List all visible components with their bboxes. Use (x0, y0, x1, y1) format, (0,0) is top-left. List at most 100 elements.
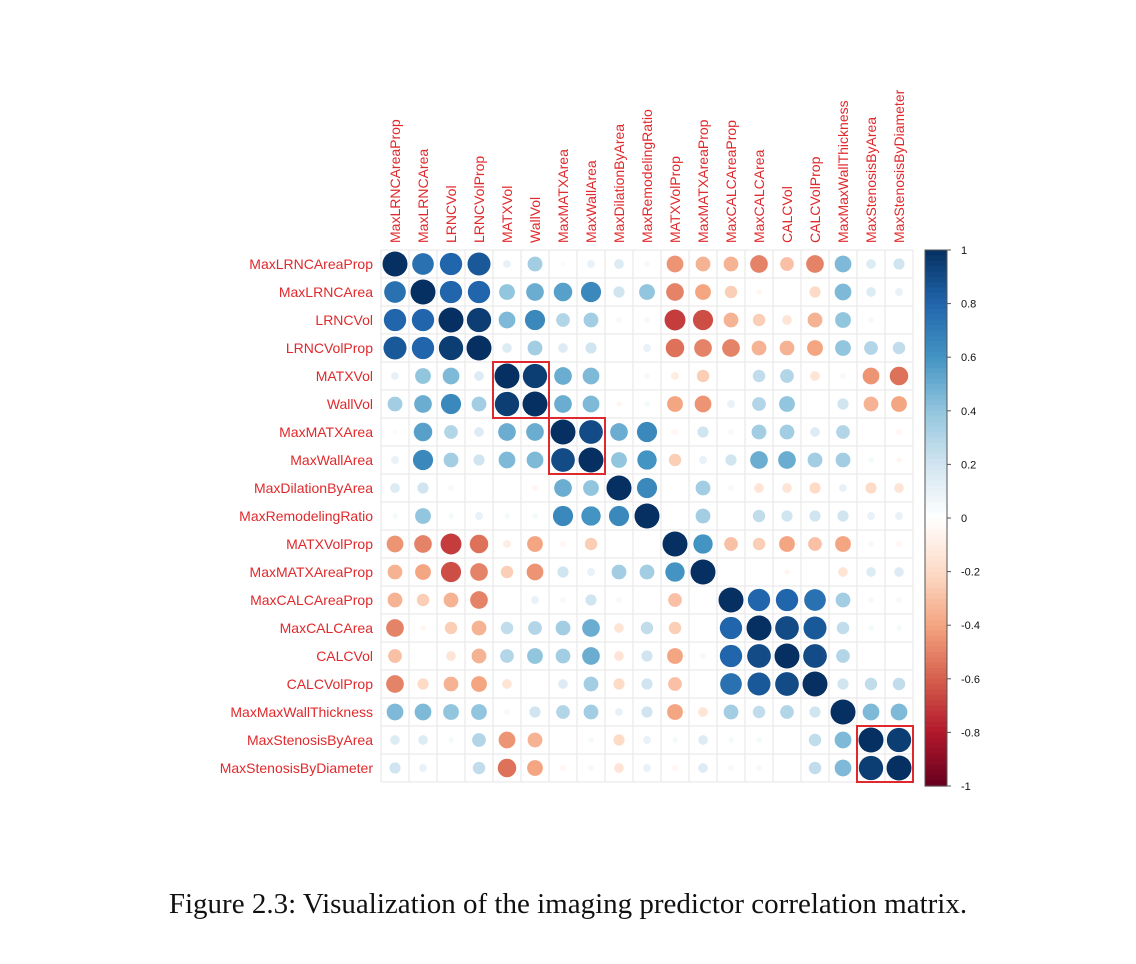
row-label: MaxMaxWallThickness (230, 704, 373, 720)
correlation-circle (448, 485, 454, 491)
correlation-circle (497, 758, 517, 778)
colorbar-segment (925, 775, 947, 782)
column-label: MATXVol (499, 186, 515, 243)
column-label: MaxWallArea (583, 160, 599, 243)
correlation-circle (728, 485, 734, 491)
correlation-circle (611, 452, 627, 468)
colorbar-tick-label: -1 (961, 781, 971, 793)
correlation-circle (727, 400, 735, 408)
correlation-circle (504, 513, 510, 519)
correlation-circle (587, 260, 595, 268)
correlation-circle (502, 343, 512, 353)
column-label: LRNCVol (443, 185, 459, 243)
correlation-circle (614, 763, 624, 773)
colorbar-segment (925, 518, 947, 524)
correlation-circle (413, 422, 433, 442)
colorbar-segment (925, 571, 947, 578)
highlight-box (492, 361, 550, 419)
colorbar-segment (925, 748, 947, 755)
correlation-circle (862, 367, 880, 385)
correlation-circle (889, 366, 909, 386)
row-label: MaxCALCAreaProp (250, 592, 373, 608)
colorbar-segment (925, 335, 947, 342)
colorbar-tick-label: -0.2 (961, 567, 980, 579)
colorbar-segment (925, 362, 947, 369)
column-label: MaxLRNCAreaProp (387, 119, 403, 243)
colorbar-segment (925, 314, 947, 321)
correlation-circle (803, 616, 827, 640)
correlation-circle (866, 287, 876, 297)
correlation-circle (867, 512, 875, 520)
correlation-circle (837, 678, 849, 690)
row-label: CALCVolProp (287, 676, 374, 692)
correlation-circle (467, 252, 491, 276)
colorbar-segment (925, 255, 947, 262)
colorbar-tick-label: -0.4 (961, 620, 980, 632)
correlation-circle (587, 568, 595, 576)
correlation-circle (528, 621, 542, 635)
correlation-circle (616, 317, 622, 323)
correlation-circle (723, 312, 739, 328)
correlation-circle (896, 625, 902, 631)
correlation-circle (695, 284, 711, 300)
correlation-circle (666, 283, 684, 301)
correlation-circle (440, 393, 462, 415)
correlation-circle (668, 453, 682, 467)
correlation-circle (751, 424, 767, 440)
colorbar-segment (925, 678, 947, 685)
correlation-circle (752, 369, 766, 383)
colorbar-segment (925, 303, 947, 310)
correlation-circle (552, 505, 574, 527)
column-label: MaxStenosisByDiameter (891, 89, 907, 243)
correlation-circle (440, 561, 462, 583)
colorbar-segment (925, 448, 947, 455)
colorbar-segment (925, 266, 947, 273)
colorbar-segment (925, 593, 947, 599)
correlation-circle (723, 704, 739, 720)
correlation-circle (500, 621, 514, 635)
correlation-circle (555, 648, 571, 664)
correlation-circle (440, 533, 462, 555)
row-label: MaxWallArea (290, 452, 373, 468)
correlation-circle (503, 540, 511, 548)
correlation-circle (667, 704, 683, 720)
correlation-circle (610, 423, 628, 441)
correlation-circle (474, 371, 484, 381)
correlation-circle (808, 733, 822, 747)
correlation-circle (866, 259, 876, 269)
colorbar-tick-label: -0.8 (961, 727, 980, 739)
colorbar-segment (925, 598, 947, 605)
correlation-circle (499, 284, 515, 300)
correlation-circle (560, 261, 566, 267)
correlation-circle (896, 597, 902, 603)
correlation-circle (830, 699, 856, 725)
correlation-circle (608, 505, 630, 527)
correlation-circle (527, 760, 543, 776)
correlation-circle (560, 597, 566, 603)
colorbar-segment (925, 432, 947, 439)
colorbar-segment (925, 689, 947, 696)
correlation-circle (382, 251, 408, 277)
colorbar-segment (925, 764, 947, 771)
correlation-circle (865, 482, 877, 494)
correlation-circle (414, 395, 432, 413)
correlation-circle (470, 563, 488, 581)
colorbar-segment (925, 442, 947, 449)
correlation-circle (392, 429, 398, 435)
correlation-circle (864, 677, 878, 691)
correlation-circle (386, 535, 404, 553)
correlation-circle (558, 343, 568, 353)
correlation-circle (639, 284, 655, 300)
colorbar-segment (925, 475, 947, 482)
correlation-circle (471, 396, 487, 412)
correlation-circle (723, 256, 739, 272)
colorbar-segment (925, 614, 947, 621)
column-label: CALCVolProp (807, 156, 823, 243)
correlation-circle (439, 252, 463, 276)
correlation-circle (868, 457, 874, 463)
correlation-circle (471, 676, 487, 692)
row-label: CALCVol (316, 648, 373, 664)
correlation-circle (555, 620, 571, 636)
colorbar-segment (925, 351, 947, 358)
column-label: MaxRemodelingRatio (639, 109, 655, 243)
